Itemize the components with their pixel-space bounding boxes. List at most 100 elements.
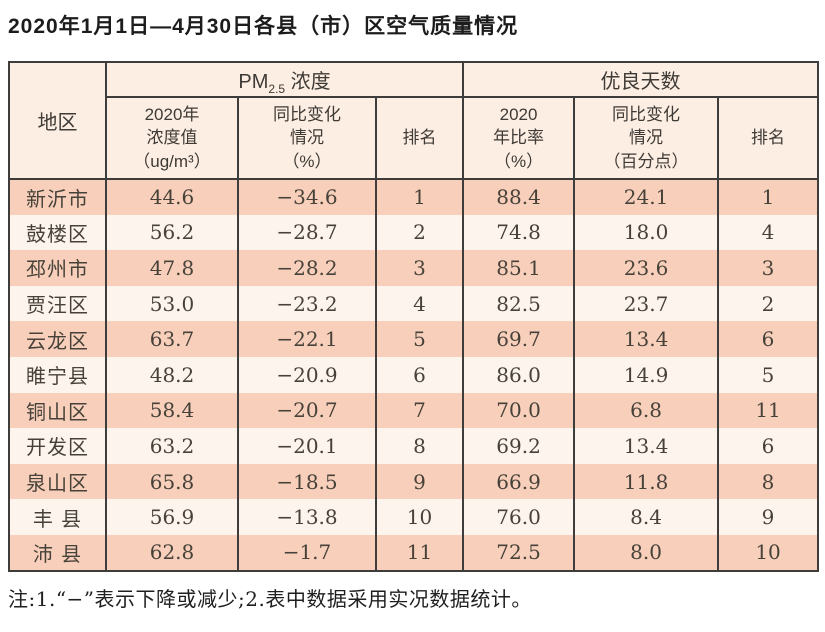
gd-rank-cell: 4 — [717, 214, 819, 251]
pm-rank-cell: 1 — [374, 179, 464, 215]
col-header-gd-change: 同比变化 情况 （百分点） — [573, 97, 719, 180]
gd-rank-cell: 6 — [717, 321, 819, 357]
pm-value-cell: 63.7 — [105, 321, 238, 357]
pm-change-cell: −20.9 — [237, 356, 376, 393]
pm-rank-cell: 10 — [374, 499, 464, 535]
pm-value-cell: 56.9 — [105, 499, 238, 535]
pm-value-cell: 56.2 — [105, 214, 238, 251]
table-body: 新沂市 44.6 −34.6 1 88.4 24.1 1 鼓楼区 56.2 −2… — [8, 179, 819, 571]
region-cell: 开发区 — [8, 428, 106, 464]
gd-change-cell: 8.0 — [573, 534, 719, 571]
table-header-group-row: 地区 PM2.5 浓度 优良天数 — [8, 62, 819, 180]
table-row: 沛 县 62.8 −1.7 11 72.5 8.0 10 — [8, 534, 819, 571]
pm-change-cell: −23.2 — [237, 285, 376, 322]
gd-change-cell: 23.7 — [573, 285, 719, 322]
gd-rank-cell: 3 — [717, 250, 819, 286]
pm-value-cell: 53.0 — [105, 285, 238, 322]
pm-rank-cell: 2 — [374, 214, 464, 251]
region-cell: 铜山区 — [8, 392, 106, 429]
gd-change-cell: 18.0 — [573, 214, 719, 251]
gd-change-cell: 11.8 — [573, 463, 719, 500]
pm25-suffix: 浓度 — [285, 71, 331, 93]
table-row: 泉山区 65.8 −18.5 9 66.9 11.8 8 — [8, 463, 819, 500]
col-header-region: 地区 — [8, 62, 106, 180]
pm-change-cell: −20.7 — [237, 392, 376, 429]
pm-change-cell: −20.1 — [237, 428, 376, 464]
gd-change-cell: 23.6 — [573, 250, 719, 286]
pm-rank-cell: 4 — [374, 285, 464, 322]
table-row: 邳州市 47.8 −28.2 3 85.1 23.6 3 — [8, 250, 819, 286]
gd-ratio-cell: 88.4 — [462, 179, 575, 215]
gd-change-cell: 13.4 — [573, 321, 719, 357]
gd-change-cell: 14.9 — [573, 356, 719, 393]
gd-rank-cell: 11 — [717, 392, 819, 429]
air-quality-table: 地区 PM2.5 浓度 优良天数 2020年 浓度值 （ug/m³） 同比变化 … — [8, 61, 820, 572]
region-cell: 丰 县 — [8, 499, 106, 535]
gd-ratio-cell: 69.7 — [462, 321, 575, 357]
col-header-gd-ratio: 2020 年比率 （%） — [462, 97, 575, 180]
gd-change-cell: 24.1 — [573, 179, 719, 215]
pm-rank-cell: 5 — [374, 321, 464, 357]
pm-change-cell: −1.7 — [237, 534, 376, 571]
table-row: 贾汪区 53.0 −23.2 4 82.5 23.7 2 — [8, 285, 819, 322]
col-group-good-days: 优良天数 — [462, 62, 819, 98]
col-group-pm25: PM2.5 浓度 — [104, 62, 464, 98]
gd-rank-cell: 1 — [717, 179, 819, 215]
pm-value-cell: 62.8 — [105, 534, 238, 571]
gd-ratio-cell: 76.0 — [462, 499, 575, 535]
gd-rank-cell: 5 — [717, 356, 819, 393]
pm-value-cell: 58.4 — [105, 392, 238, 429]
region-cell: 贾汪区 — [8, 285, 106, 322]
article-page: 2020年1月1日—4月30日各县（市）区空气质量情况 地区 PM2.5 浓度 … — [0, 12, 825, 632]
pm-rank-cell: 11 — [374, 534, 464, 571]
region-cell: 沛 县 — [8, 534, 106, 571]
col-header-gd-rank: 排名 — [717, 97, 819, 180]
table-header: 地区 PM2.5 浓度 优良天数 2020年 浓度值 （ug/m³） 同比变化 … — [8, 62, 819, 180]
gd-ratio-cell: 72.5 — [462, 534, 575, 571]
pm25-group-label: PM2.5 浓度 — [238, 71, 331, 96]
region-cell: 鼓楼区 — [8, 214, 106, 251]
pm-change-cell: −13.8 — [237, 499, 376, 535]
region-cell: 邳州市 — [8, 250, 106, 286]
gd-ratio-cell: 70.0 — [462, 392, 575, 429]
footnote: 注:1.“−”表示下降或减少;2.表中数据采用实况数据统计。 — [8, 586, 532, 611]
col-header-pm-change: 同比变化 情况 （%） — [237, 97, 376, 180]
pm-rank-cell: 7 — [374, 392, 464, 429]
gd-rank-cell: 8 — [717, 463, 819, 500]
gd-ratio-cell: 74.8 — [462, 214, 575, 251]
table-header-sub-row: 2020年 浓度值 （ug/m³） 同比变化 情况 （%） 排名 2020 年比… — [9, 97, 819, 180]
region-cell: 新沂市 — [8, 179, 106, 215]
table-row: 铜山区 58.4 −20.7 7 70.0 6.8 11 — [8, 392, 819, 429]
pm-value-cell: 63.2 — [105, 428, 238, 464]
page-title: 2020年1月1日—4月30日各县（市）区空气质量情况 — [8, 15, 519, 38]
gd-change-cell: 8.4 — [573, 499, 719, 535]
pm-value-cell: 48.2 — [105, 356, 238, 393]
table-row: 云龙区 63.7 −22.1 5 69.7 13.4 6 — [8, 321, 819, 357]
table-row: 新沂市 44.6 −34.6 1 88.4 24.1 1 — [8, 179, 819, 215]
gd-rank-cell: 6 — [717, 428, 819, 464]
gd-ratio-cell: 69.2 — [462, 428, 575, 464]
col-header-pm-value: 2020年 浓度值 （ug/m³） — [105, 97, 238, 180]
region-cell: 泉山区 — [8, 463, 106, 500]
gd-ratio-cell: 86.0 — [462, 356, 575, 393]
gd-change-cell: 6.8 — [573, 392, 719, 429]
gd-rank-cell: 9 — [717, 499, 819, 535]
table-row: 睢宁县 48.2 −20.9 6 86.0 14.9 5 — [8, 356, 819, 393]
pm-change-cell: −28.7 — [237, 214, 376, 251]
pm25-subscript: 2.5 — [268, 82, 286, 96]
table-row: 丰 县 56.9 −13.8 10 76.0 8.4 9 — [8, 499, 819, 535]
region-cell: 睢宁县 — [8, 356, 106, 393]
region-cell: 云龙区 — [8, 321, 106, 357]
pm-change-cell: −22.1 — [237, 321, 376, 357]
gd-change-cell: 13.4 — [573, 428, 719, 464]
pm-value-cell: 65.8 — [105, 463, 238, 500]
pm-change-cell: −34.6 — [237, 179, 376, 215]
pm-value-cell: 47.8 — [105, 250, 238, 286]
gd-rank-cell: 2 — [717, 285, 819, 322]
gd-ratio-cell: 82.5 — [462, 285, 575, 322]
pm-change-cell: −18.5 — [237, 463, 376, 500]
pm-rank-cell: 3 — [374, 250, 464, 286]
pm-change-cell: −28.2 — [237, 250, 376, 286]
pm-rank-cell: 6 — [374, 356, 464, 393]
gd-ratio-cell: 85.1 — [462, 250, 575, 286]
